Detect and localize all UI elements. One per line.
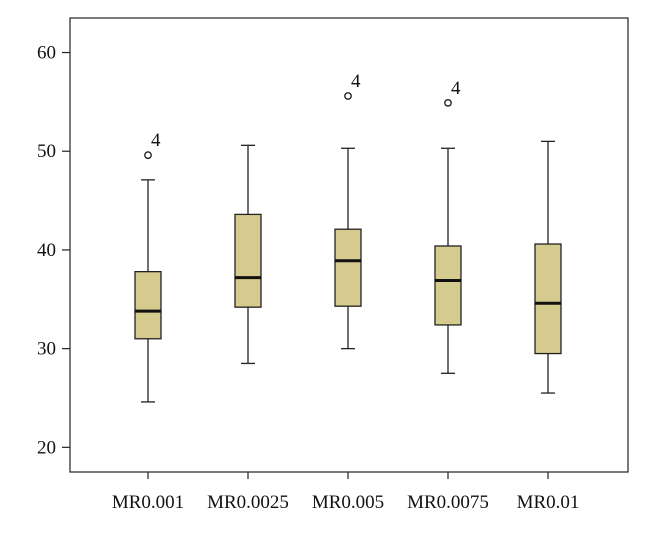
plot-frame xyxy=(69,17,629,473)
iqr-box xyxy=(134,270,162,340)
box-group xyxy=(534,140,562,394)
box-group xyxy=(234,144,262,365)
x-tick-label: MR0.0075 xyxy=(407,492,489,513)
iqr-box xyxy=(334,228,362,307)
y-tick-label: 30 xyxy=(37,339,56,360)
iqr-box xyxy=(234,213,262,308)
box-group: 4 xyxy=(134,130,162,403)
x-tick-label: MR0.01 xyxy=(517,492,580,513)
y-tick-label: 20 xyxy=(37,437,56,458)
outlier-point xyxy=(144,151,152,160)
outlier-label: 4 xyxy=(351,71,361,92)
box-group: 4 xyxy=(434,78,462,374)
outlier-label: 4 xyxy=(151,130,161,151)
y-tick-label: 40 xyxy=(37,240,56,261)
x-tick-label: MR0.001 xyxy=(112,492,184,513)
y-tick-label: 50 xyxy=(37,141,56,162)
box-group: 4 xyxy=(334,71,362,350)
outlier-point xyxy=(344,92,352,100)
outlier-point xyxy=(444,98,452,107)
x-tick-label: MR0.0025 xyxy=(207,492,289,513)
iqr-box xyxy=(534,243,562,355)
x-axis: MR0.001 MR0.0025 MR0.005 MR0.0075 MR0.01 xyxy=(112,472,580,513)
x-tick-label: MR0.005 xyxy=(312,492,384,513)
iqr-box xyxy=(434,245,462,326)
y-axis: 20 30 40 50 60 xyxy=(37,43,70,458)
outlier-label: 4 xyxy=(451,78,461,99)
y-tick-label: 60 xyxy=(37,43,56,64)
boxes: 4 4 4 xyxy=(134,71,562,403)
